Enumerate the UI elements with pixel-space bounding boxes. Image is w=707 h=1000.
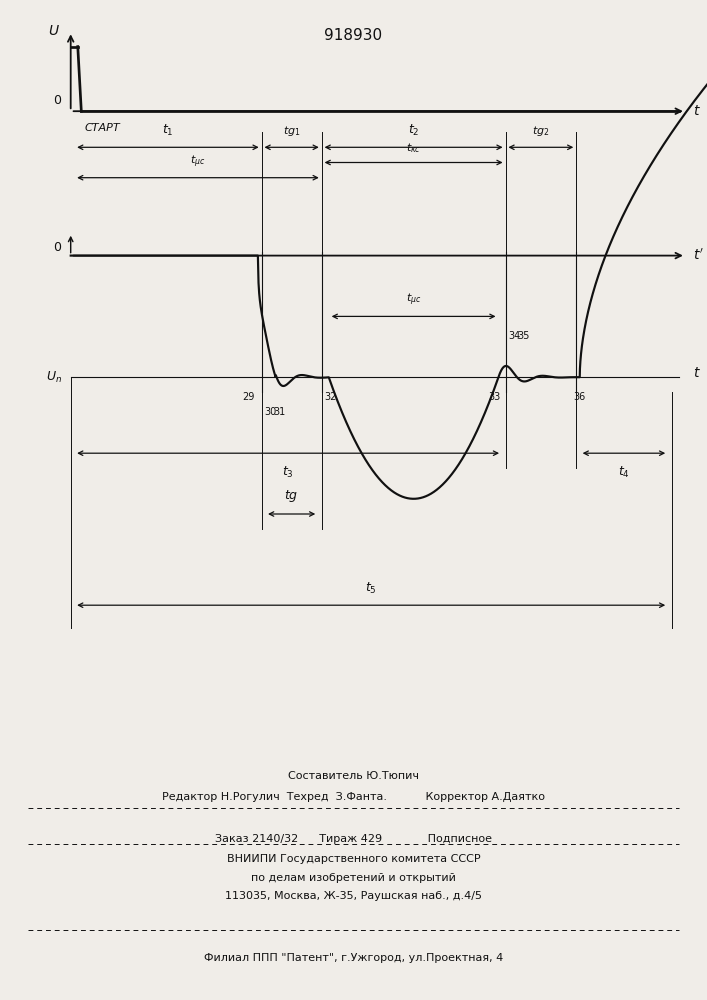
Text: $tg_1$: $tg_1$ [283,124,300,138]
Text: 31: 31 [273,407,286,417]
Text: $0$: $0$ [53,241,62,254]
Text: $0$: $0$ [53,94,62,107]
Text: СТАРТ: СТАРТ [85,123,120,133]
Text: 35: 35 [517,331,530,341]
Text: $tg$: $tg$ [284,488,299,504]
Text: по делам изобретений и открытий: по делам изобретений и открытий [251,873,456,883]
Text: $t_{\mu c}$: $t_{\mu c}$ [406,292,421,308]
Text: $t$: $t$ [693,104,701,118]
Text: $t$: $t$ [693,366,701,380]
Text: $U_n$: $U_n$ [46,370,62,385]
Text: Филиал ППП "Патент", г.Ужгород, ул.Проектная, 4: Филиал ППП "Патент", г.Ужгород, ул.Проек… [204,953,503,963]
Text: $t_4$: $t_4$ [618,465,630,480]
Text: 33: 33 [489,392,501,402]
Text: $t_3$: $t_3$ [282,465,294,480]
Text: $t_1$: $t_1$ [162,123,174,138]
Text: 113035, Москва, Ж-35, Раушская наб., д.4/5: 113035, Москва, Ж-35, Раушская наб., д.4… [225,891,482,901]
Text: Составитель Ю.Тюпич: Составитель Ю.Тюпич [288,771,419,781]
Text: $U$: $U$ [48,24,60,38]
Text: 30: 30 [264,407,276,417]
Text: $t'$: $t'$ [693,248,703,263]
Text: Редактор Н.Рогулич  Техред  З.Фанта.           Корректор А.Даятко: Редактор Н.Рогулич Техред З.Фанта. Корре… [162,792,545,802]
Text: 918930: 918930 [325,28,382,43]
Text: 32: 32 [325,392,337,402]
Text: 29: 29 [243,392,255,402]
Text: $t_{\mu c}$: $t_{\mu c}$ [190,154,206,170]
Text: $t_2$: $t_2$ [408,123,419,138]
Text: 36: 36 [573,392,586,402]
Text: 34: 34 [508,331,520,341]
Text: ВНИИПИ Государственного комитета СССР: ВНИИПИ Государственного комитета СССР [227,854,480,864]
Text: $t_{\kappa c}$: $t_{\kappa c}$ [406,141,421,155]
Text: Заказ 2140/32      Тираж 429             Подписное: Заказ 2140/32 Тираж 429 Подписное [215,834,492,844]
Text: $tg_2$: $tg_2$ [532,124,549,138]
Text: $t_5$: $t_5$ [366,581,377,596]
